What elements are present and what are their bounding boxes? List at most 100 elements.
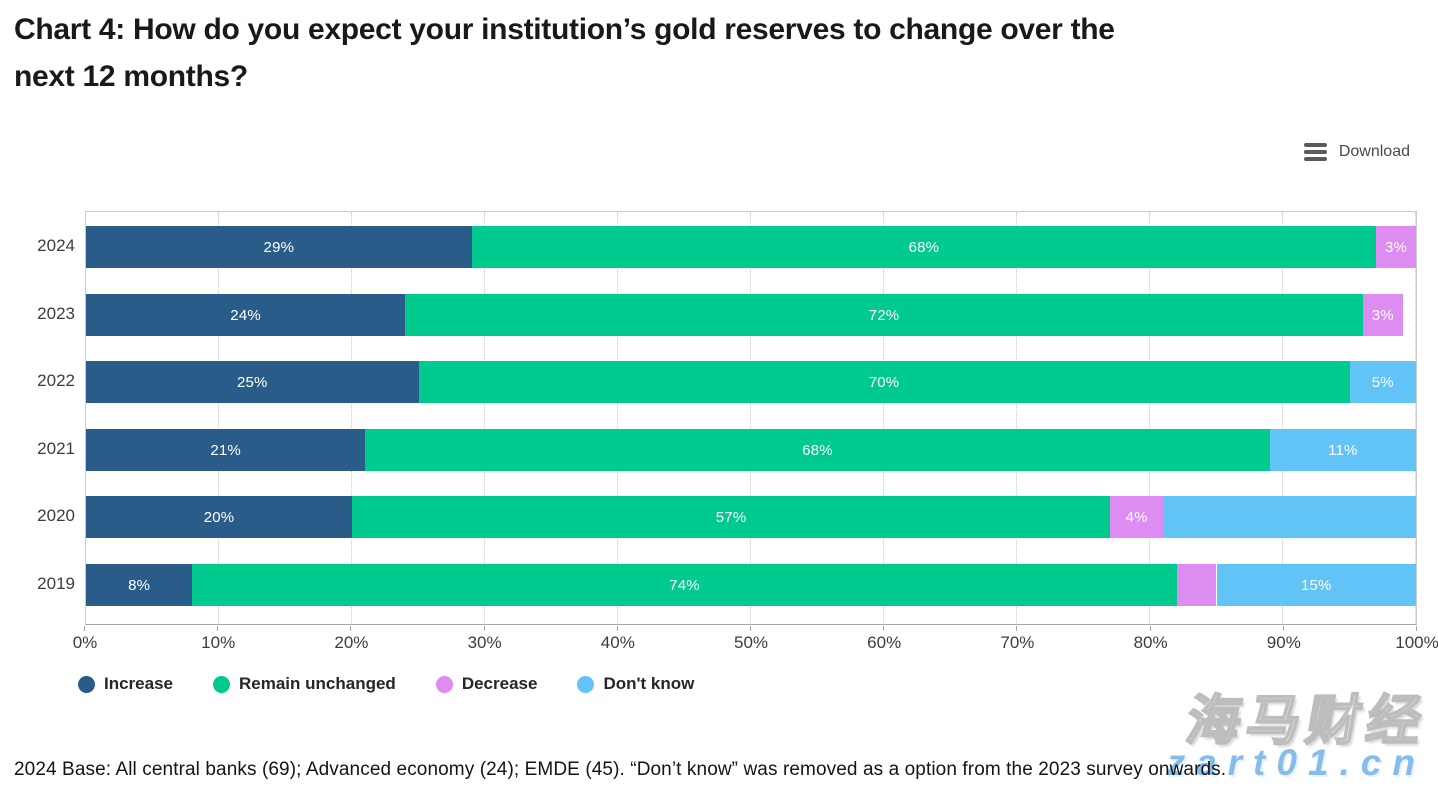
segment-value-label: 72% (868, 306, 900, 324)
page-title: Chart 4: How do you expect your institut… (14, 13, 1115, 93)
segment-value-label: 74% (669, 576, 700, 594)
bar-row-2022: 25% 70% 5% (86, 361, 1416, 403)
menu-icon (1303, 143, 1327, 161)
bar-segment-2023-remain-unchanged[interactable]: 72% (405, 294, 1363, 336)
bar-segment-2019-don-t-know[interactable]: 15% (1216, 564, 1416, 606)
x-tick-label-10%: 10% (201, 633, 236, 652)
legend-label: Decrease (461, 674, 538, 693)
bar-row-2024: 29% 68% 3% (86, 226, 1416, 268)
bar-segment-2019-remain-unchanged[interactable]: 74% (192, 564, 1177, 606)
gridline-60% (883, 212, 884, 624)
legend-dot-icon (435, 675, 453, 693)
legend-item-decrease[interactable]: Decrease (435, 674, 538, 694)
gridline-20% (351, 212, 352, 624)
bar-segment-2023-increase[interactable]: 24% (86, 294, 406, 336)
bar-segment-2024-remain-unchanged[interactable]: 68% (471, 226, 1377, 268)
bar-segment-2020-increase[interactable]: 20% (86, 496, 352, 538)
legend-label: Remain unchanged (239, 674, 396, 693)
gridline-40% (617, 212, 618, 624)
gridline-90% (1282, 212, 1283, 624)
x-tick-mark-60% (883, 626, 885, 631)
segment-value-label: 5% (1371, 373, 1394, 391)
bar-segment-2019-decrease[interactable] (1176, 564, 1217, 606)
segment-value-label: 8% (128, 576, 151, 594)
legend-item-don-t-know[interactable]: Don't know (577, 674, 694, 694)
bar-segment-2021-remain-unchanged[interactable]: 68% (365, 429, 1270, 471)
segment-value-label: 20% (203, 508, 235, 526)
y-axis-label-2019: 2019 (37, 574, 75, 593)
x-tick-mark-90% (1282, 626, 1284, 631)
bar-row-2020: 20% 57% 4% (86, 496, 1416, 538)
download-label: Download (1338, 143, 1410, 160)
segment-value-label: 24% (230, 306, 261, 324)
gridline-100% (1415, 212, 1416, 624)
footnote: 2024 Base: All central banks (69); Advan… (14, 759, 1227, 780)
x-tick-label-100%: 100% (1395, 633, 1438, 652)
bar-segment-2024-decrease[interactable]: 3% (1376, 226, 1416, 268)
bar-segment-2020-remain-unchanged[interactable]: 57% (352, 496, 1111, 538)
legend-label: Increase (104, 674, 173, 693)
segment-value-label: 68% (802, 441, 833, 459)
segment-value-label: 11% (1328, 441, 1358, 459)
gridline-80% (1149, 212, 1150, 624)
segment-value-label: 68% (908, 238, 940, 256)
bar-segment-2021-don-t-know[interactable]: 11% (1269, 429, 1416, 471)
x-tick-mark-100% (1416, 626, 1417, 631)
legend: Increase Remain unchanged Decrease Don't kn… (78, 674, 694, 694)
segment-value-label: 3% (1371, 306, 1394, 324)
segment-value-label: 21% (210, 441, 241, 459)
x-tick-label-50%: 50% (733, 633, 769, 652)
segment-value-label: 29% (263, 238, 295, 256)
bar-segment-2022-remain-unchanged[interactable]: 70% (418, 361, 1350, 403)
legend-item-remain-unchanged[interactable]: Remain unchanged (213, 674, 396, 694)
segment-value-label: 3% (1384, 238, 1408, 256)
bar-row-2019: 8% 74% 15% (86, 564, 1416, 606)
x-tick-mark-10% (217, 626, 219, 631)
legend-dot-icon (78, 675, 95, 693)
x-tick-mark-30% (483, 626, 485, 631)
bar-segment-2021-increase[interactable]: 21% (86, 429, 366, 471)
y-axis-label-2023: 2023 (37, 304, 75, 323)
x-tick-label-90%: 90% (1266, 633, 1301, 652)
legend-dot-icon (213, 675, 230, 693)
legend-label: Don't know (603, 674, 695, 693)
bar-segment-2022-increase[interactable]: 25% (86, 361, 419, 403)
gridline-30% (484, 212, 485, 624)
x-tick-label-70%: 70% (1000, 633, 1035, 652)
segment-value-label: 70% (868, 373, 900, 391)
x-axis: 0% 10% 20% 30% 40% 50% 60% 70% 80% 90% 100% (73, 626, 1438, 666)
x-tick-mark-80% (1149, 626, 1151, 631)
gridline-50% (750, 212, 751, 624)
y-axis-labels: 2024 2023 2022 2021 2020 2019 (0, 211, 75, 625)
x-tick-label-30%: 30% (467, 633, 502, 652)
y-axis-label-2024: 2024 (37, 236, 75, 255)
download-button[interactable]: Download (1303, 143, 1410, 161)
segment-value-label: 4% (1125, 508, 1148, 526)
bar-segment-2019-increase[interactable]: 8% (86, 564, 193, 606)
legend-item-increase[interactable]: Increase (78, 674, 173, 694)
watermark-domain-text: zart01.cn (1166, 742, 1426, 783)
gridline-70% (1016, 212, 1017, 624)
bar-segment-2022-don-t-know[interactable]: 5% (1349, 361, 1416, 403)
bar-segment-2023-decrease[interactable]: 3% (1362, 294, 1403, 336)
plot-area: 29% 68% 3% 24% 72% 3% 25% 70% 5% 21% 68% 11% 20% 57% 4… (85, 211, 1417, 625)
x-tick-mark-50% (750, 626, 751, 631)
y-axis-label-2022: 2022 (37, 371, 75, 390)
y-axis-label-2021: 2021 (37, 439, 75, 458)
y-axis-label-2020: 2020 (37, 506, 75, 525)
bar-segment-2020-don-t-know[interactable] (1163, 496, 1416, 538)
segment-value-label: 15% (1300, 576, 1332, 594)
bar-row-2023: 24% 72% 3% (86, 294, 1416, 336)
bar-segment-2024-increase[interactable]: 29% (86, 226, 472, 268)
x-tick-label-60%: 60% (867, 633, 902, 652)
gridline-10% (218, 212, 219, 624)
legend-dot-icon (577, 675, 595, 693)
bar-row-2021: 21% 68% 11% (86, 429, 1416, 471)
segment-value-label: 25% (236, 373, 268, 391)
x-tick-mark-0% (84, 626, 85, 631)
x-tick-mark-70% (1016, 626, 1018, 631)
bar-segment-2020-decrease[interactable]: 4% (1110, 496, 1164, 538)
x-tick-label-20%: 20% (334, 633, 369, 652)
x-tick-mark-40% (616, 626, 618, 631)
x-tick-label-0%: 0% (72, 633, 98, 652)
